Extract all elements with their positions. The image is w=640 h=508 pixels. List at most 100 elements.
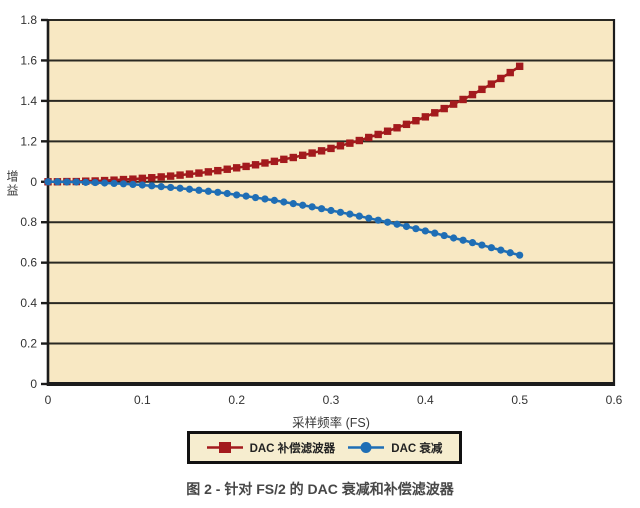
data-point-circle	[365, 214, 373, 222]
data-point-circle	[129, 180, 137, 189]
data-point-circle	[280, 198, 288, 206]
data-point-circle	[412, 225, 420, 233]
y-tick-label: 0.4	[20, 296, 37, 310]
data-point-square	[402, 120, 411, 129]
data-point-square	[251, 161, 260, 169]
data-point-square	[497, 74, 505, 83]
data-point-square	[383, 127, 392, 135]
data-point-square	[468, 90, 477, 99]
data-point-square	[148, 174, 156, 182]
data-point-square	[232, 164, 241, 172]
data-point-square	[204, 168, 213, 176]
x-axis-ticks: 0 0.1 0.2 0.3 0.4 0.5 0.6	[45, 393, 623, 407]
data-point-square	[299, 151, 307, 159]
data-point-square	[214, 166, 222, 175]
data-point-circle	[393, 220, 401, 228]
legend-item-dac-attenuation: DAC 衰减	[348, 440, 442, 456]
data-point-circle	[233, 191, 241, 199]
data-point-square	[327, 144, 335, 153]
y-tick-label: 1.4	[20, 94, 37, 108]
data-point-circle	[450, 234, 458, 242]
data-point-square	[317, 147, 326, 155]
y-axis-ticks: 0 0.2 0.4 0.6 0.8 0 1.2 1.4 1.6 1.8	[20, 13, 48, 391]
data-point-circle	[421, 227, 429, 235]
figure-caption: 图 2 - 针对 FS/2 的 DAC 衰减和补偿滤波器	[186, 481, 454, 497]
data-point-circle	[431, 229, 439, 237]
data-point-circle	[327, 206, 335, 215]
data-point-circle	[516, 251, 524, 259]
data-point-circle	[506, 249, 514, 257]
data-point-square	[506, 68, 514, 77]
y-tick-label: 0	[30, 175, 37, 189]
data-point-square	[129, 175, 137, 183]
data-point-circle	[157, 183, 165, 191]
data-point-circle	[497, 246, 505, 254]
y-tick-label: 1.8	[20, 13, 37, 27]
data-point-square	[195, 169, 203, 177]
data-point-square	[280, 155, 288, 164]
data-point-square	[336, 142, 345, 150]
data-point-circle	[468, 239, 477, 247]
data-point-square	[166, 172, 175, 180]
data-point-circle	[176, 184, 184, 192]
data-point-circle	[101, 179, 109, 187]
chart-legend: DAC 补偿滤波器 DAC 衰减	[187, 431, 462, 464]
legend-label-dac-compensation: DAC 补偿滤波器	[249, 442, 336, 455]
axes-frame	[46, 19, 616, 386]
y-tick-label: 1.6	[20, 53, 37, 67]
x-tick-label: 0.2	[228, 393, 245, 407]
data-point-square	[459, 95, 467, 104]
y-axis-title: 增益	[5, 170, 19, 198]
data-point-circle	[440, 231, 448, 240]
y-tick-label: 0.6	[20, 256, 37, 270]
data-point-circle	[242, 192, 250, 200]
data-point-circle	[214, 188, 222, 196]
x-tick-label: 0.4	[417, 393, 434, 407]
data-point-square	[478, 85, 486, 94]
data-point-circle	[44, 178, 52, 186]
data-point-circle	[195, 186, 203, 194]
data-point-circle	[289, 200, 297, 208]
data-point-circle	[119, 180, 128, 188]
y-tick-label: 1.2	[20, 134, 37, 148]
data-point-square	[449, 100, 458, 108]
data-point-circle	[63, 178, 71, 186]
x-axis-title: 采样频率 (FS)	[292, 416, 370, 430]
data-point-square	[440, 104, 448, 113]
x-tick-label: 0.1	[134, 393, 151, 407]
data-point-square	[412, 117, 420, 125]
data-point-circle	[185, 185, 194, 193]
data-point-circle	[53, 178, 62, 186]
x-tick-label: 0.6	[606, 393, 623, 407]
data-point-square	[223, 165, 231, 173]
data-point-square	[421, 113, 430, 121]
data-point-circle	[138, 181, 146, 189]
data-point-square	[270, 157, 279, 166]
data-point-circle	[308, 203, 316, 211]
data-point-circle	[478, 241, 486, 249]
data-point-circle	[251, 193, 260, 202]
data-point-square	[138, 174, 147, 183]
data-point-circle	[148, 182, 156, 190]
data-point-circle	[384, 218, 392, 226]
data-point-square	[355, 136, 363, 145]
data-point-square	[308, 149, 316, 157]
red-square-marker-icon	[206, 442, 243, 453]
data-point-circle	[204, 187, 212, 195]
data-point-circle	[82, 178, 90, 186]
gain-chart-canvas: 00.20.40.60.801.21.41.61.80 0.1 0.2 0.3 0.4 0…	[20, 13, 623, 407]
series-dac-attenuation	[44, 178, 524, 259]
data-point-square	[242, 162, 250, 171]
x-tick-label: 0.5	[511, 393, 528, 407]
data-point-square	[393, 124, 401, 132]
data-point-square	[261, 159, 269, 167]
data-point-circle	[346, 210, 354, 218]
data-point-square	[289, 153, 297, 162]
data-point-square	[185, 170, 194, 178]
data-point-circle	[72, 178, 80, 186]
y-tick-label: 0.8	[20, 215, 37, 229]
data-point-square	[346, 139, 354, 147]
data-point-square	[487, 80, 496, 88]
data-point-circle	[261, 195, 269, 203]
